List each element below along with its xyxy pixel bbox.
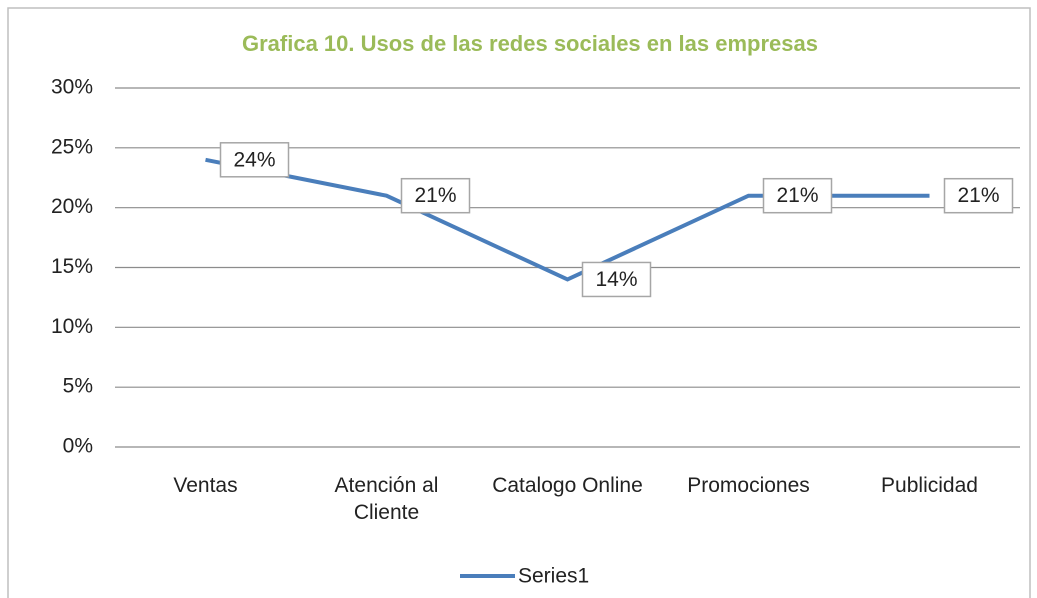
data-label: 24% xyxy=(233,148,275,171)
x-tick-label: Promociones xyxy=(687,474,810,497)
data-label-box xyxy=(219,142,290,178)
legend-label: Series1 xyxy=(518,565,589,588)
y-tick-label: 30% xyxy=(51,76,93,99)
chart-title: Grafica 10. Usos de las redes sociales e… xyxy=(242,31,818,56)
data-label: 21% xyxy=(957,184,999,207)
x-tick-label: Catalogo Online xyxy=(492,474,643,497)
y-tick-label: 20% xyxy=(51,195,93,218)
data-label-box xyxy=(581,261,652,298)
y-tick-label: 25% xyxy=(51,135,93,158)
data-label: 14% xyxy=(595,268,637,291)
y-tick-label: 15% xyxy=(51,255,93,278)
line xyxy=(205,157,930,282)
data-label: 21% xyxy=(776,184,818,207)
data-label-box xyxy=(762,177,833,214)
chart-border xyxy=(7,7,1031,598)
data-label: 21% xyxy=(414,184,456,207)
x-tick-label: Atención al Cliente xyxy=(334,474,439,524)
y-tick-label: 5% xyxy=(63,375,93,398)
data-label-box xyxy=(400,177,471,214)
y-tick-label: 0% xyxy=(63,435,93,458)
x-tick-label: Publicidad xyxy=(881,474,978,497)
y-tick-label: 10% xyxy=(51,315,93,338)
x-tick-label: Ventas xyxy=(173,474,238,497)
data-label-box xyxy=(943,177,1014,214)
